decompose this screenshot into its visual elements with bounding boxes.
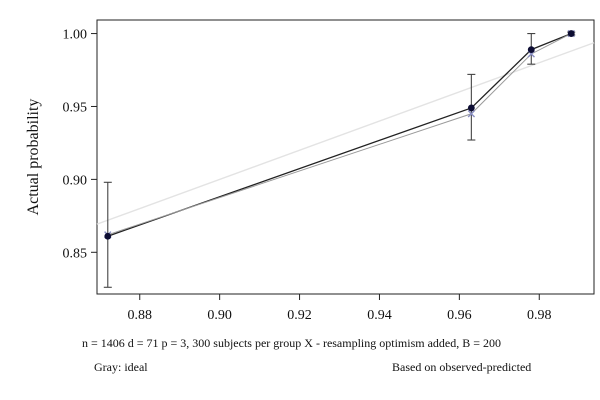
x-tick-label: 0.92 bbox=[287, 308, 312, 323]
y-tick-label: 0.85 bbox=[63, 246, 88, 261]
ideal-line bbox=[96, 42, 595, 225]
x-tick-label: 0.96 bbox=[447, 308, 472, 323]
observed-point bbox=[104, 232, 112, 240]
y-axis-title: Actual probability bbox=[25, 99, 42, 216]
plot-frame bbox=[96, 19, 595, 295]
footer-basis-note: Based on observed-predicted bbox=[392, 360, 532, 374]
footer-stats-line: n = 1406 d = 71 p = 3, 300 subjects per … bbox=[82, 336, 502, 350]
y-axis: 0.85 0.90 0.95 1.00 bbox=[63, 28, 97, 261]
observed-point bbox=[567, 30, 575, 37]
x-tick-label: 0.94 bbox=[367, 308, 392, 323]
observed-line bbox=[107, 32, 572, 237]
y-tick-label: 0.95 bbox=[63, 100, 88, 115]
y-tick-label: 1.00 bbox=[63, 28, 88, 43]
plot-area bbox=[96, 29, 595, 288]
x-tick-label: 0.90 bbox=[207, 308, 232, 323]
observed-point bbox=[527, 46, 535, 54]
footer-ideal-note: Gray: ideal bbox=[94, 360, 148, 374]
bias-corrected-marker bbox=[467, 110, 476, 118]
x-axis: 0.88 0.90 0.92 0.94 0.96 0.98 bbox=[127, 294, 552, 323]
observed-point bbox=[467, 104, 475, 112]
y-tick-label: 0.90 bbox=[63, 173, 88, 188]
x-tick-label: 0.88 bbox=[127, 308, 152, 323]
bias-corrected-line bbox=[107, 33, 572, 236]
x-tick-label: 0.98 bbox=[527, 308, 552, 323]
